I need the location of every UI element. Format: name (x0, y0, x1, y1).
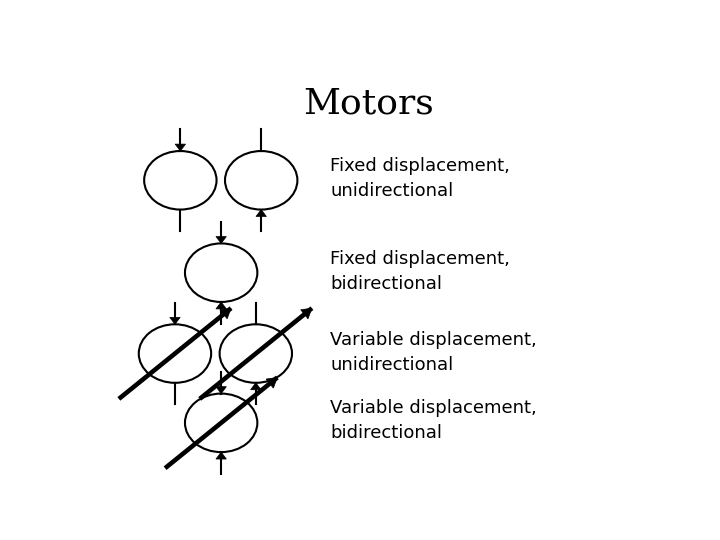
Polygon shape (256, 210, 266, 217)
Polygon shape (216, 452, 226, 459)
Text: Variable displacement,
unidirectional: Variable displacement, unidirectional (330, 331, 537, 374)
Text: Fixed displacement,
bidirectional: Fixed displacement, bidirectional (330, 249, 510, 293)
Polygon shape (175, 144, 186, 151)
Polygon shape (266, 377, 277, 388)
Polygon shape (216, 302, 226, 309)
Polygon shape (216, 237, 226, 244)
Text: Fixed displacement,
unidirectional: Fixed displacement, unidirectional (330, 157, 510, 200)
Text: Motors: Motors (304, 86, 434, 120)
Polygon shape (220, 308, 231, 319)
Polygon shape (301, 308, 312, 319)
Polygon shape (216, 387, 226, 394)
Polygon shape (170, 318, 180, 325)
Text: Variable displacement,
bidirectional: Variable displacement, bidirectional (330, 399, 537, 442)
Polygon shape (251, 383, 261, 390)
